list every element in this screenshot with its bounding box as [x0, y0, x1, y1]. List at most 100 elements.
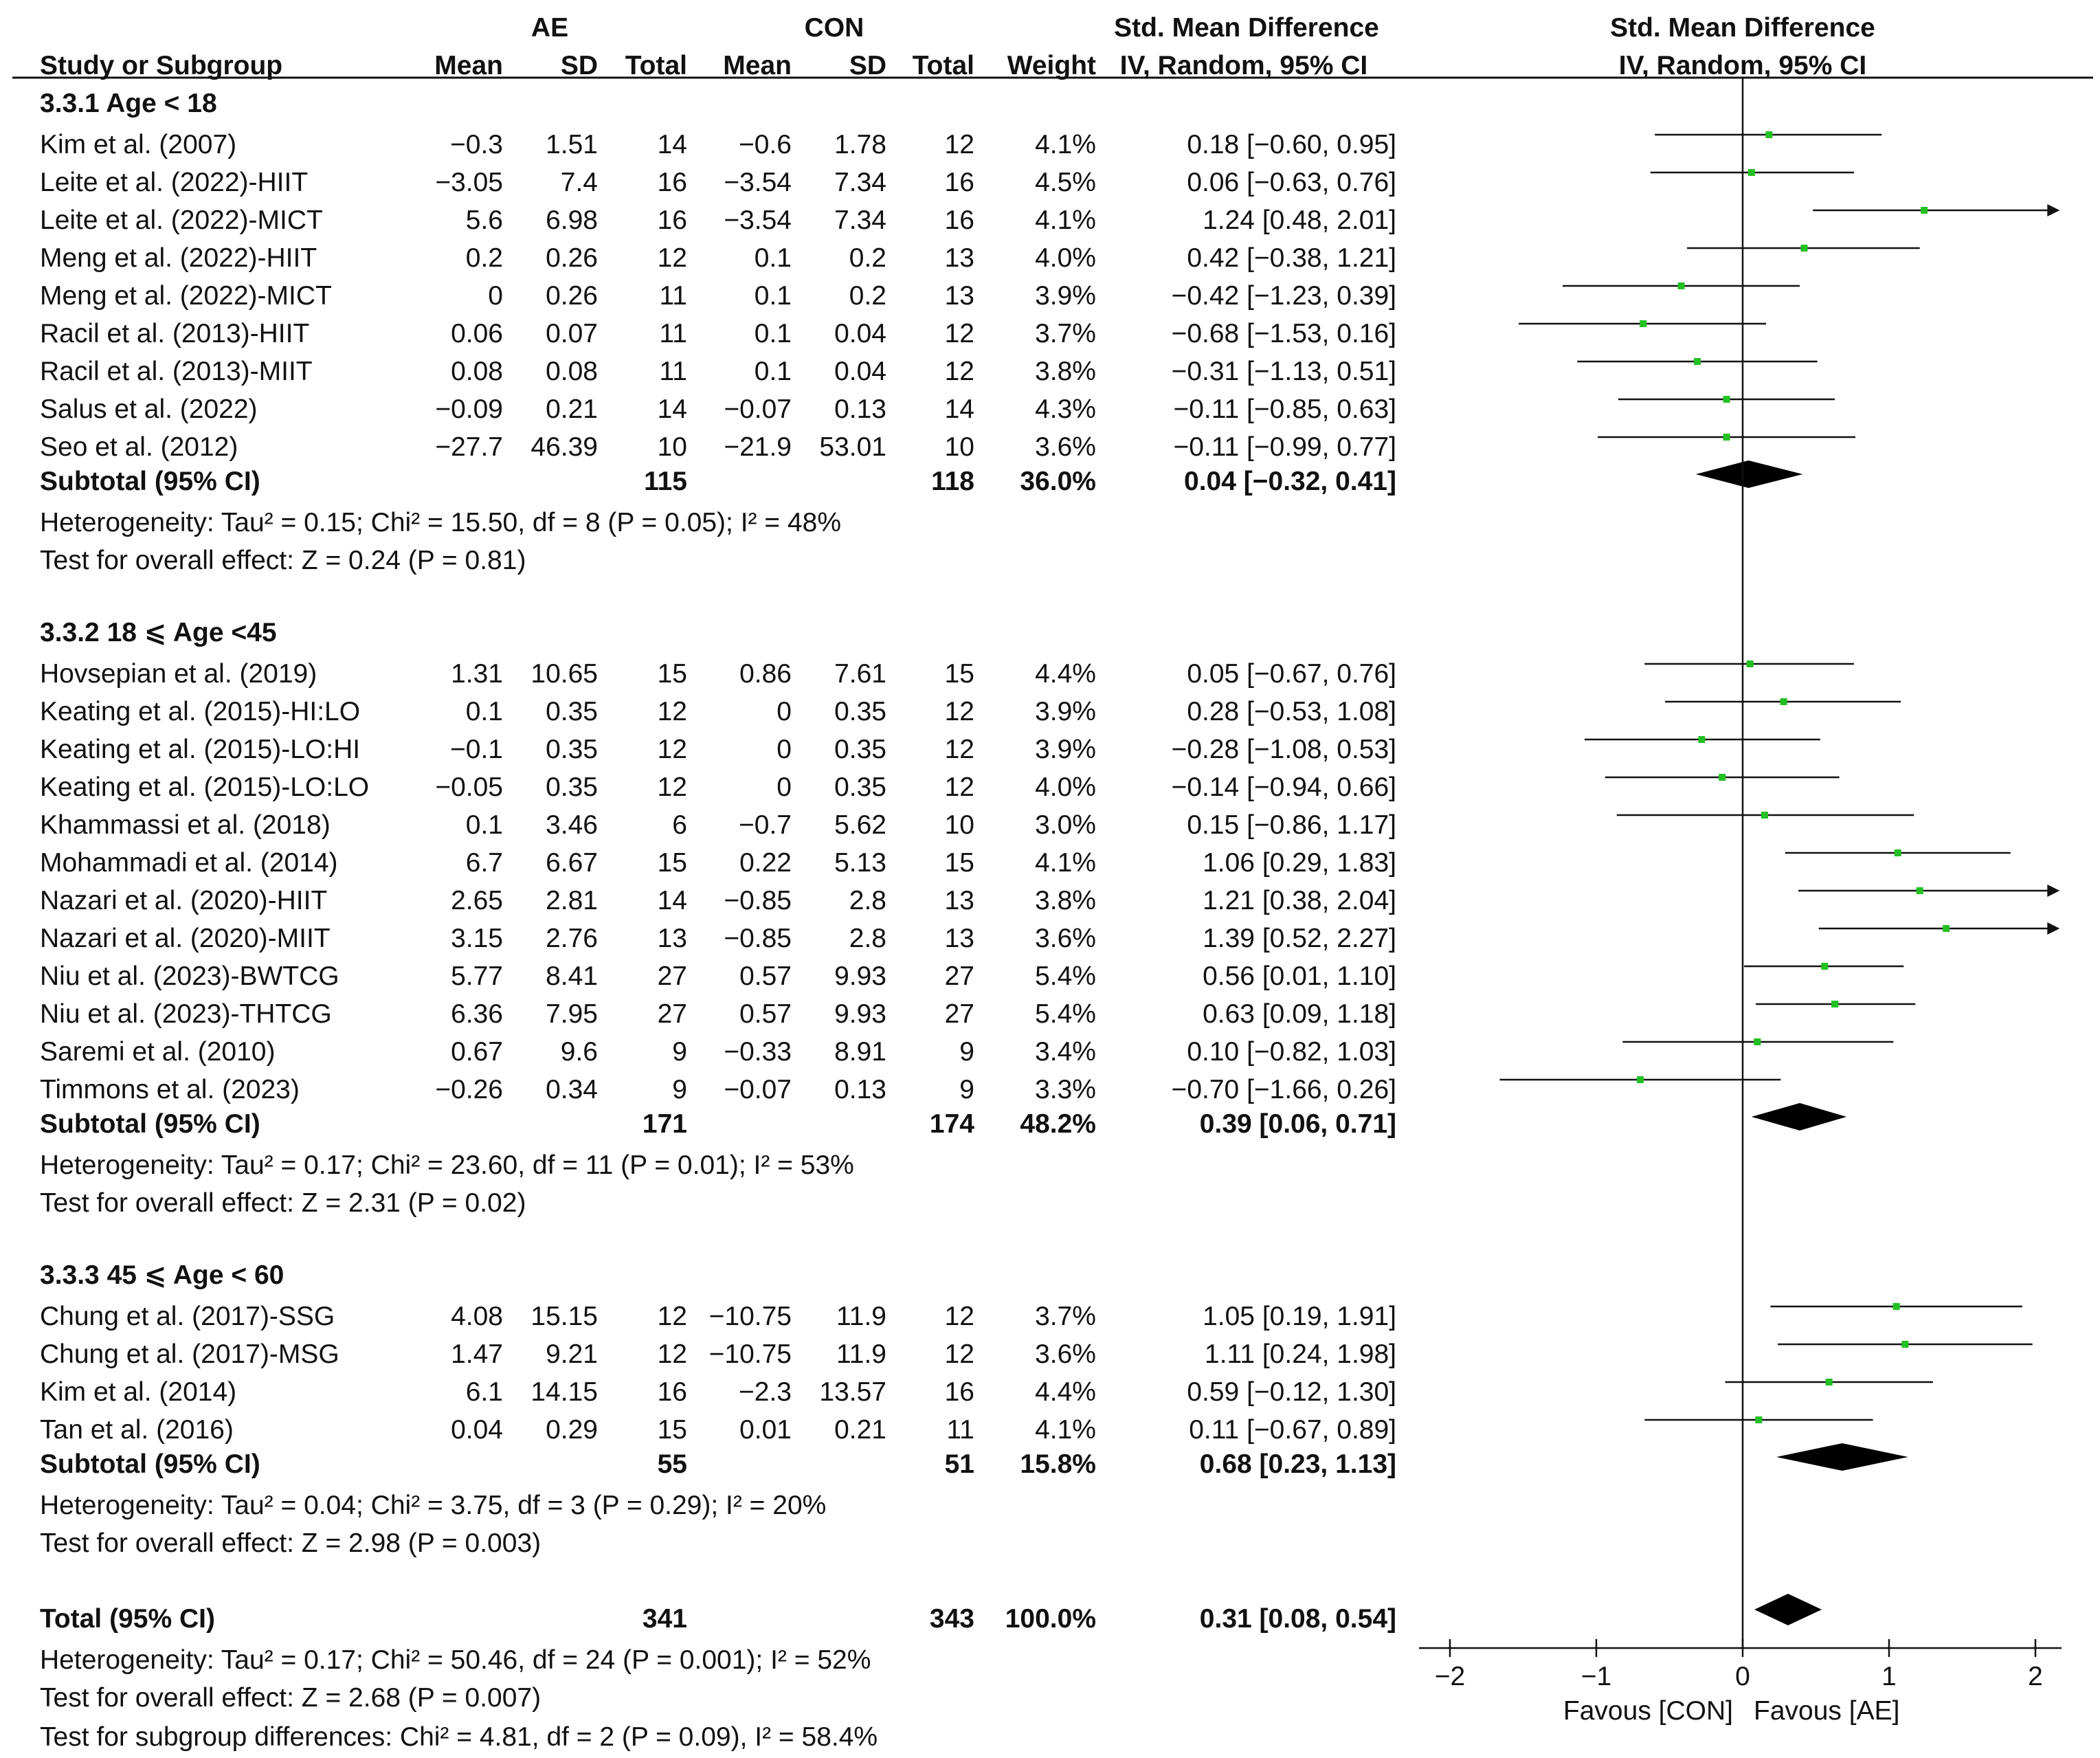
study-con-total: 13 — [944, 281, 974, 311]
study-con-mean: 0.01 — [739, 1415, 792, 1445]
study-ae-mean: 0.1 — [465, 697, 503, 726]
study-con-sd: 8.91 — [834, 1037, 886, 1067]
subtotal-weight: 48.2% — [1020, 1109, 1096, 1139]
study-ae-total: 6 — [672, 810, 687, 840]
study-name: Nazari et al. (2020)-HIIT — [40, 886, 328, 915]
study-con-mean: −21.9 — [724, 432, 792, 462]
study-ci: 1.05 [0.19, 1.91] — [1203, 1302, 1396, 1331]
total-label: Total (95% CI) — [40, 1604, 215, 1634]
study-weight: 3.9% — [1035, 697, 1096, 726]
study-ae-mean: 5.6 — [465, 205, 503, 235]
study-name: Mohammadi et al. (2014) — [40, 848, 338, 878]
study-ci: −0.31 [−1.13, 0.51] — [1171, 357, 1396, 386]
study-ae-total: 11 — [659, 319, 688, 348]
overall-effect: Test for overall effect: Z = 2.98 (P = 0… — [40, 1528, 541, 1558]
study-ae-mean: 0 — [488, 281, 503, 311]
study-con-sd: 0.04 — [834, 319, 886, 348]
effect-point — [1723, 434, 1730, 441]
study-ae-sd: 3.46 — [546, 810, 598, 840]
study-weight: 4.1% — [1035, 130, 1096, 159]
effect-point — [1800, 245, 1808, 252]
x-tick-label: −1 — [1581, 1662, 1611, 1691]
col-mean-ae: Mean — [434, 51, 503, 80]
study-con-mean: 0.1 — [754, 243, 792, 273]
study-ae-total: 15 — [657, 1415, 687, 1445]
study-ae-sd: 0.35 — [546, 697, 598, 726]
favours-con-label: Favous [CON] — [1563, 1696, 1733, 1726]
study-con-sd: 0.2 — [849, 281, 886, 311]
effect-point — [1719, 774, 1726, 781]
study-weight: 3.6% — [1035, 1339, 1096, 1369]
subtotal-ci: 0.68 [0.23, 1.13] — [1199, 1449, 1396, 1479]
study-ci: 1.39 [0.52, 2.27] — [1203, 924, 1396, 953]
total-ci: 0.31 [0.08, 0.54] — [1199, 1604, 1396, 1634]
study-con-sd: 0.35 — [834, 735, 886, 764]
col-mean-con: Mean — [723, 51, 792, 80]
study-ae-sd: 0.08 — [546, 357, 598, 386]
study-con-mean: 0.57 — [739, 961, 792, 991]
study-ae-total: 16 — [657, 168, 687, 197]
subtotal-con-total: 174 — [929, 1109, 974, 1139]
effect-point — [1892, 1303, 1900, 1310]
heterogeneity: Heterogeneity: Tau² = 0.15; Chi² = 15.50… — [40, 508, 842, 537]
study-ci: 1.11 [0.24, 1.98] — [1205, 1339, 1396, 1369]
col-ci-right: IV, Random, 95% CI — [1618, 51, 1867, 80]
study-ae-sd: 1.51 — [546, 130, 598, 159]
study-con-total: 15 — [944, 848, 974, 878]
subtotal-label: Subtotal (95% CI) — [40, 1449, 260, 1479]
study-ci: 0.05 [−0.67, 0.76] — [1187, 659, 1396, 689]
study-con-total: 11 — [946, 1415, 975, 1445]
ci-arrow — [2047, 922, 2060, 935]
col-sd-ae: SD — [560, 51, 598, 80]
study-name: Leite et al. (2022)-HIIT — [40, 168, 309, 197]
study-con-sd: 1.78 — [834, 130, 886, 159]
study-name: Seo et al. (2012) — [40, 432, 238, 462]
study-ae-sd: 0.34 — [546, 1075, 598, 1104]
study-con-mean: 0 — [777, 735, 792, 764]
overall-effect: Test for overall effect: Z = 2.31 (P = 0… — [40, 1188, 526, 1218]
study-ae-mean: −0.26 — [435, 1075, 503, 1104]
study-name: Timmons et al. (2023) — [40, 1075, 300, 1104]
study-ae-mean: −0.3 — [450, 130, 503, 159]
study-con-sd: 7.34 — [834, 168, 886, 197]
study-ci: 0.10 [−0.82, 1.03] — [1187, 1037, 1396, 1067]
subtotal-ae-total: 171 — [642, 1109, 687, 1139]
study-ci: 0.06 [−0.63, 0.76] — [1187, 168, 1396, 197]
study-ae-total: 14 — [657, 886, 687, 915]
study-ae-total: 13 — [657, 924, 687, 953]
study-ci: −0.11 [−0.99, 0.77] — [1173, 432, 1396, 462]
study-ae-sd: 46.39 — [530, 432, 598, 462]
effect-point — [1761, 812, 1768, 819]
effect-point — [1765, 131, 1773, 138]
study-con-sd: 2.8 — [849, 886, 886, 915]
study-ae-sd: 0.26 — [546, 281, 598, 311]
x-tick-label: 0 — [1735, 1662, 1750, 1691]
effect-point — [1921, 207, 1928, 214]
study-con-total: 14 — [944, 394, 974, 424]
study-con-mean: −0.33 — [724, 1037, 792, 1067]
study-ae-total: 12 — [657, 1339, 687, 1369]
study-con-sd: 0.35 — [834, 772, 886, 802]
subtotal-weight: 36.0% — [1020, 467, 1096, 496]
study-ae-sd: 0.29 — [546, 1415, 598, 1445]
effect-point — [1640, 320, 1647, 327]
study-ae-mean: 0.06 — [451, 319, 503, 348]
study-ae-sd: 7.95 — [546, 999, 598, 1029]
study-con-total: 9 — [959, 1037, 974, 1067]
study-con-mean: −3.54 — [724, 168, 792, 197]
study-weight: 3.9% — [1035, 281, 1096, 311]
study-ae-total: 10 — [657, 432, 687, 462]
study-name: Racil et al. (2013)-HIIT — [40, 319, 310, 348]
study-con-total: 27 — [944, 961, 974, 991]
study-ae-mean: −0.09 — [435, 394, 503, 424]
subgroup-title: 3.3.3 45 ⩽ Age < 60 — [40, 1260, 284, 1290]
study-ae-total: 9 — [672, 1037, 687, 1067]
x-tick-label: 1 — [1881, 1662, 1897, 1691]
study-weight: 3.4% — [1035, 1037, 1096, 1067]
study-ae-mean: −3.05 — [435, 168, 503, 197]
study-con-sd: 7.34 — [834, 205, 886, 235]
study-con-mean: −0.6 — [739, 130, 792, 159]
study-con-mean: 0 — [777, 772, 792, 802]
study-con-total: 13 — [944, 243, 974, 273]
